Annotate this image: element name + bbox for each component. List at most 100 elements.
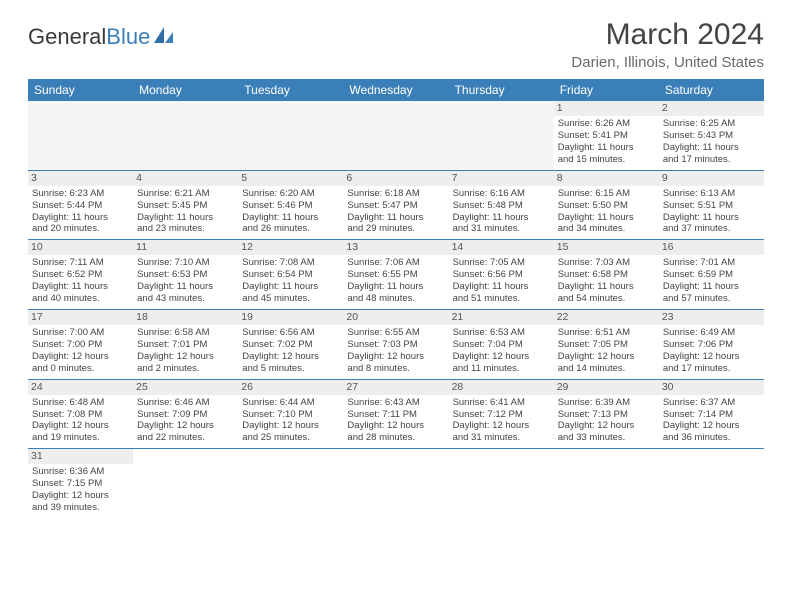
day-cell: 11Sunrise: 7:10 AMSunset: 6:53 PMDayligh… [133, 240, 238, 309]
daylight-text: and 37 minutes. [663, 223, 760, 235]
day-number: 4 [133, 171, 238, 186]
day-number: 9 [659, 171, 764, 186]
sunrise-text: Sunrise: 6:53 AM [453, 327, 550, 339]
day-cell: 13Sunrise: 7:06 AMSunset: 6:55 PMDayligh… [343, 240, 448, 309]
daylight-text: Daylight: 12 hours [663, 351, 760, 363]
daylight-text: Daylight: 12 hours [558, 351, 655, 363]
week-row: 1Sunrise: 6:26 AMSunset: 5:41 PMDaylight… [28, 101, 764, 171]
day-cell: 15Sunrise: 7:03 AMSunset: 6:58 PMDayligh… [554, 240, 659, 309]
day-cell: 3Sunrise: 6:23 AMSunset: 5:44 PMDaylight… [28, 171, 133, 240]
daylight-text: and 51 minutes. [453, 293, 550, 305]
daylight-text: Daylight: 11 hours [663, 142, 760, 154]
month-title: March 2024 [571, 18, 764, 52]
sunset-text: Sunset: 5:44 PM [32, 200, 129, 212]
day-header-row: SundayMondayTuesdayWednesdayThursdayFrid… [28, 79, 764, 101]
sunset-text: Sunset: 6:55 PM [347, 269, 444, 281]
sunrise-text: Sunrise: 7:06 AM [347, 257, 444, 269]
empty-cell [449, 449, 554, 518]
sunrise-text: Sunrise: 7:08 AM [242, 257, 339, 269]
day-header-cell: Tuesday [238, 79, 343, 101]
sunrise-text: Sunrise: 7:11 AM [32, 257, 129, 269]
day-number: 12 [238, 240, 343, 255]
daylight-text: and 22 minutes. [137, 432, 234, 444]
logo-text-blue: Blue [106, 24, 150, 50]
sunrise-text: Sunrise: 6:43 AM [347, 397, 444, 409]
title-block: March 2024 Darien, Illinois, United Stat… [571, 18, 764, 71]
sunrise-text: Sunrise: 7:05 AM [453, 257, 550, 269]
sunrise-text: Sunrise: 6:18 AM [347, 188, 444, 200]
day-cell: 9Sunrise: 6:13 AMSunset: 5:51 PMDaylight… [659, 171, 764, 240]
calendar-page: GeneralBlue March 2024 Darien, Illinois,… [0, 0, 792, 536]
daylight-text: and 57 minutes. [663, 293, 760, 305]
sunrise-text: Sunrise: 7:01 AM [663, 257, 760, 269]
day-number: 19 [238, 310, 343, 325]
logo-text-general: General [28, 24, 106, 50]
daylight-text: Daylight: 11 hours [663, 281, 760, 293]
day-cell: 5Sunrise: 6:20 AMSunset: 5:46 PMDaylight… [238, 171, 343, 240]
day-cell: 4Sunrise: 6:21 AMSunset: 5:45 PMDaylight… [133, 171, 238, 240]
sunset-text: Sunset: 7:10 PM [242, 409, 339, 421]
empty-cell [133, 101, 238, 170]
daylight-text: Daylight: 11 hours [137, 212, 234, 224]
day-number: 31 [28, 449, 133, 464]
day-cell: 1Sunrise: 6:26 AMSunset: 5:41 PMDaylight… [554, 101, 659, 170]
day-number: 1 [554, 101, 659, 116]
sunrise-text: Sunrise: 6:56 AM [242, 327, 339, 339]
sunrise-text: Sunrise: 6:44 AM [242, 397, 339, 409]
empty-cell [238, 101, 343, 170]
sunrise-text: Sunrise: 6:39 AM [558, 397, 655, 409]
day-number: 15 [554, 240, 659, 255]
day-number: 18 [133, 310, 238, 325]
day-cell: 24Sunrise: 6:48 AMSunset: 7:08 PMDayligh… [28, 380, 133, 449]
sunset-text: Sunset: 7:14 PM [663, 409, 760, 421]
daylight-text: and 54 minutes. [558, 293, 655, 305]
sunset-text: Sunset: 5:43 PM [663, 130, 760, 142]
day-cell: 8Sunrise: 6:15 AMSunset: 5:50 PMDaylight… [554, 171, 659, 240]
day-number: 30 [659, 380, 764, 395]
day-cell: 29Sunrise: 6:39 AMSunset: 7:13 PMDayligh… [554, 380, 659, 449]
daylight-text: Daylight: 11 hours [558, 142, 655, 154]
sunrise-text: Sunrise: 6:26 AM [558, 118, 655, 130]
sunrise-text: Sunrise: 6:49 AM [663, 327, 760, 339]
location-subtitle: Darien, Illinois, United States [571, 54, 764, 71]
day-number: 3 [28, 171, 133, 186]
daylight-text: and 15 minutes. [558, 154, 655, 166]
sunrise-text: Sunrise: 6:23 AM [32, 188, 129, 200]
day-cell: 16Sunrise: 7:01 AMSunset: 6:59 PMDayligh… [659, 240, 764, 309]
day-number: 8 [554, 171, 659, 186]
day-header-cell: Monday [133, 79, 238, 101]
sunrise-text: Sunrise: 6:58 AM [137, 327, 234, 339]
daylight-text: Daylight: 11 hours [137, 281, 234, 293]
sunrise-text: Sunrise: 6:16 AM [453, 188, 550, 200]
empty-cell [238, 449, 343, 518]
sunset-text: Sunset: 6:54 PM [242, 269, 339, 281]
day-cell: 22Sunrise: 6:51 AMSunset: 7:05 PMDayligh… [554, 310, 659, 379]
day-header-cell: Sunday [28, 79, 133, 101]
daylight-text: Daylight: 12 hours [453, 420, 550, 432]
day-number: 26 [238, 380, 343, 395]
daylight-text: and 28 minutes. [347, 432, 444, 444]
daylight-text: and 29 minutes. [347, 223, 444, 235]
day-number: 14 [449, 240, 554, 255]
sunset-text: Sunset: 7:12 PM [453, 409, 550, 421]
sunset-text: Sunset: 5:51 PM [663, 200, 760, 212]
week-row: 17Sunrise: 7:00 AMSunset: 7:00 PMDayligh… [28, 310, 764, 380]
empty-cell [343, 449, 448, 518]
daylight-text: Daylight: 12 hours [137, 420, 234, 432]
sunset-text: Sunset: 7:13 PM [558, 409, 655, 421]
day-number: 16 [659, 240, 764, 255]
sunrise-text: Sunrise: 7:03 AM [558, 257, 655, 269]
sunset-text: Sunset: 6:53 PM [137, 269, 234, 281]
sunset-text: Sunset: 7:04 PM [453, 339, 550, 351]
sunset-text: Sunset: 6:56 PM [453, 269, 550, 281]
sunset-text: Sunset: 6:58 PM [558, 269, 655, 281]
day-number: 10 [28, 240, 133, 255]
daylight-text: Daylight: 12 hours [453, 351, 550, 363]
daylight-text: Daylight: 12 hours [242, 420, 339, 432]
sunrise-text: Sunrise: 7:00 AM [32, 327, 129, 339]
sunrise-text: Sunrise: 6:15 AM [558, 188, 655, 200]
daylight-text: and 39 minutes. [32, 502, 129, 514]
sunset-text: Sunset: 7:06 PM [663, 339, 760, 351]
day-cell: 7Sunrise: 6:16 AMSunset: 5:48 PMDaylight… [449, 171, 554, 240]
week-row: 24Sunrise: 6:48 AMSunset: 7:08 PMDayligh… [28, 380, 764, 450]
